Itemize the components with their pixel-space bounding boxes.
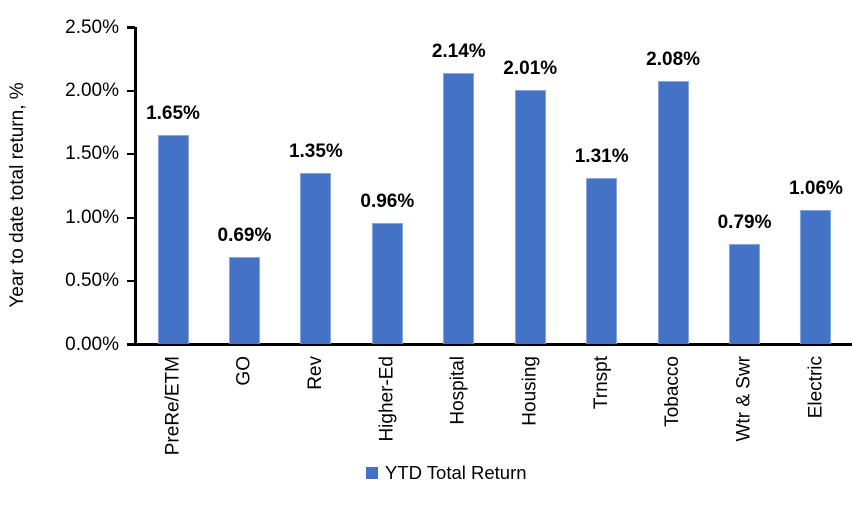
bar bbox=[300, 173, 332, 345]
y-tick-label: 2.50% bbox=[65, 16, 119, 38]
y-axis-title: Year to date total return, % bbox=[7, 82, 28, 308]
bar bbox=[443, 73, 475, 345]
bar-value-label: 2.01% bbox=[503, 57, 558, 79]
y-tick-mark bbox=[126, 89, 135, 92]
category-label: Rev bbox=[304, 356, 326, 390]
category-label: Housing bbox=[519, 356, 541, 426]
category-label: Wtr & Swr bbox=[733, 356, 755, 442]
bar bbox=[800, 210, 832, 345]
y-tick-label: 0.50% bbox=[65, 270, 119, 292]
legend-label: YTD Total Return bbox=[385, 462, 527, 483]
y-tick-label: 0.00% bbox=[65, 333, 119, 355]
category-label: Trnspt bbox=[590, 356, 612, 410]
bar bbox=[371, 222, 403, 345]
category-label: Electric bbox=[805, 356, 826, 419]
category-label: Tobacco bbox=[662, 356, 684, 427]
y-tick-label: 1.50% bbox=[65, 143, 119, 165]
legend: YTD Total Return bbox=[366, 462, 527, 484]
y-tick-mark bbox=[126, 26, 135, 29]
bar-value-label: 2.14% bbox=[431, 41, 486, 63]
y-tick-label: 2.00% bbox=[65, 79, 119, 101]
bar bbox=[729, 244, 761, 345]
category-label: Higher-Ed bbox=[376, 356, 398, 442]
bar-value-label: 0.69% bbox=[217, 225, 272, 247]
y-axis-line bbox=[134, 26, 137, 346]
bar-value-label: 1.06% bbox=[789, 178, 843, 200]
y-tick-label: 1.00% bbox=[65, 206, 119, 228]
bar-value-label: 0.79% bbox=[717, 212, 772, 234]
category-label: GO bbox=[233, 356, 255, 386]
bar bbox=[514, 89, 546, 345]
bar-value-label: 1.35% bbox=[288, 141, 343, 163]
category-label: Hospital bbox=[447, 356, 469, 425]
bar-value-label: 0.96% bbox=[360, 190, 415, 212]
bar bbox=[657, 80, 689, 345]
category-label: PreRe/ETM bbox=[162, 356, 183, 456]
bar bbox=[586, 178, 618, 345]
x-axis-line bbox=[126, 343, 852, 346]
bar-value-label: 1.65% bbox=[146, 103, 200, 125]
legend-swatch-icon bbox=[366, 467, 378, 479]
bar bbox=[157, 135, 189, 345]
y-tick-mark bbox=[126, 216, 135, 219]
y-tick-mark bbox=[126, 153, 135, 156]
bar-value-label: 1.31% bbox=[574, 146, 629, 168]
bar-value-label: 2.08% bbox=[646, 48, 701, 70]
bar bbox=[228, 257, 260, 345]
y-tick-mark bbox=[126, 280, 135, 283]
